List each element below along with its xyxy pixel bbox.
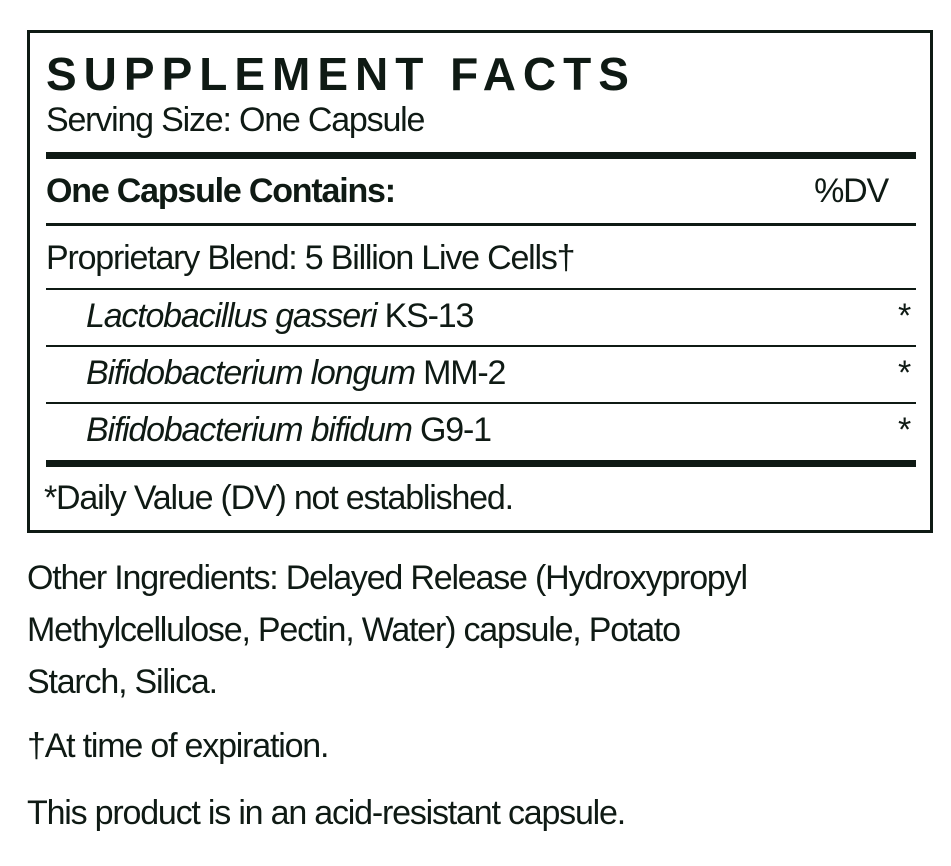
header-dv: %DV <box>814 172 889 210</box>
species: Lactobacillus gasseri <box>86 297 378 335</box>
species: Bifidobacterium bifidum <box>86 411 413 449</box>
blend-row: Proprietary Blend: 5 Billion Live Cells† <box>46 239 576 277</box>
divider <box>46 345 916 347</box>
divider <box>46 402 916 404</box>
ingredient-row: Bifidobacterium bifidum G9-1 * <box>46 410 916 450</box>
panel-title: SUPPLEMENT FACTS <box>46 48 636 100</box>
divider <box>46 223 916 226</box>
strain: KS-13 <box>376 297 475 335</box>
strain: MM-2 <box>414 354 506 392</box>
ingredient-row: Bifidobacterium longum MM-2 * <box>46 353 916 393</box>
dv-value: * <box>897 297 911 335</box>
species: Bifidobacterium longum <box>86 354 416 392</box>
other-ingredients-line: Other Ingredients: Delayed Release (Hydr… <box>27 559 748 597</box>
expiration-note: †At time of expiration. <box>27 727 329 765</box>
other-ingredients-line: Starch, Silica. <box>27 663 218 701</box>
serving-size: Serving Size: One Capsule <box>46 101 425 139</box>
dv-value: * <box>897 411 911 449</box>
divider <box>46 288 916 290</box>
other-ingredients: Other Ingredients: Delayed Release (Hydr… <box>27 552 748 708</box>
header-row: One Capsule Contains: %DV <box>46 171 916 211</box>
ingredient-row: Lactobacillus gasseri KS-13 * <box>46 296 916 336</box>
other-ingredients-line: Methylcellulose, Pectin, Water) capsule,… <box>27 611 681 649</box>
capsule-note: This product is in an acid-resistant cap… <box>27 794 626 832</box>
supplement-facts-panel: SUPPLEMENT FACTS Serving Size: One Capsu… <box>27 30 933 533</box>
footnote: *Daily Value (DV) not established. <box>44 479 514 517</box>
header-left: One Capsule Contains: <box>46 172 396 210</box>
strain: G9-1 <box>411 411 492 449</box>
dv-value: * <box>897 354 911 392</box>
divider-thick <box>46 152 916 159</box>
divider-thick <box>46 460 916 467</box>
